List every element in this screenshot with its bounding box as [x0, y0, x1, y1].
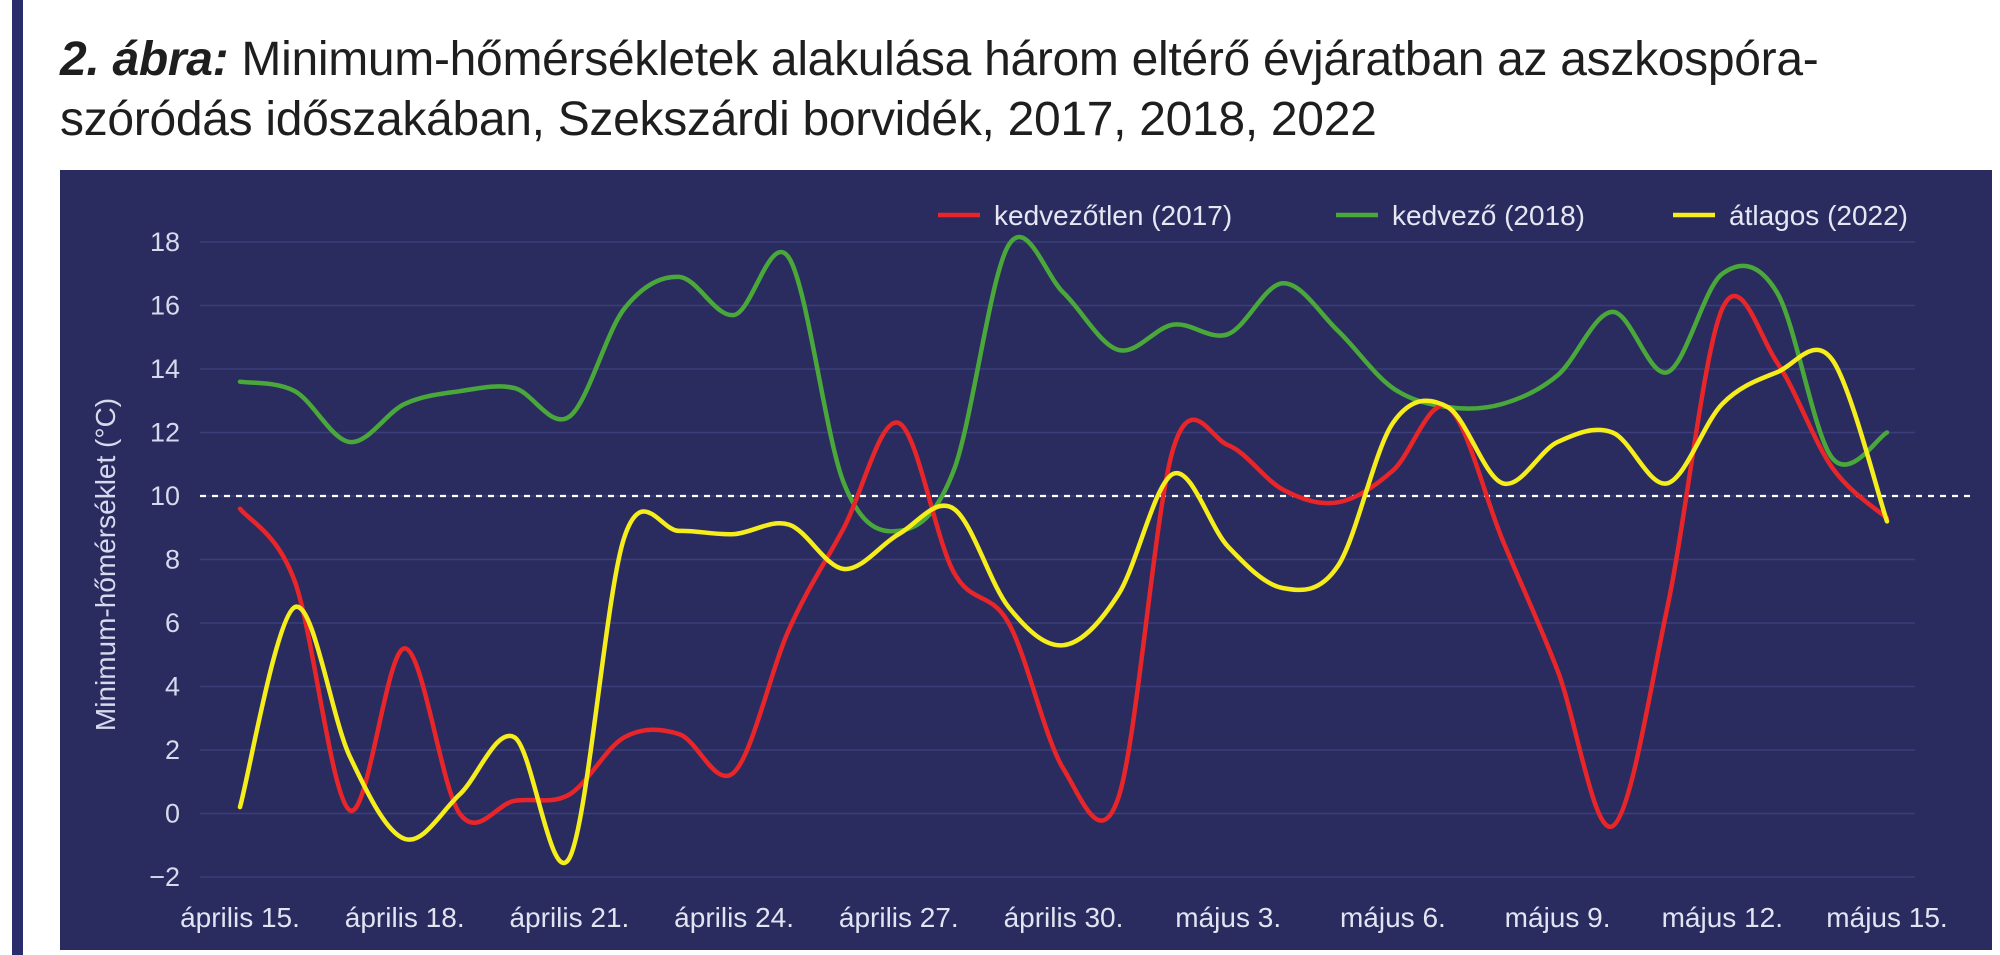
line-chart: −2 0 2 4 6 8 10 12 14 16 18 április 15. április 18.… [90, 200, 1975, 933]
y-tick-label: 10 [150, 481, 180, 511]
grid-layer [200, 241, 1915, 878]
figure-label: 2. ábra: [60, 33, 229, 86]
x-tick-label: május 15. [1826, 902, 1947, 933]
series-line-2017 [237, 293, 1890, 829]
legend-item-2017: kedvezőtlen (2017) [938, 200, 1232, 231]
y-tick-label: 14 [150, 354, 180, 384]
y-tick-label: 6 [165, 608, 180, 638]
x-tick-label: május 6. [1340, 902, 1446, 933]
x-tick-label: április 30. [1004, 902, 1124, 933]
y-tick-label: 8 [165, 545, 180, 575]
x-tick-label: április 15. [180, 902, 300, 933]
x-tick-label: április 27. [839, 902, 959, 933]
x-tick-label: április 24. [674, 902, 794, 933]
y-tick-label: 12 [150, 418, 180, 448]
y-tick-label: 2 [165, 735, 180, 765]
accent-bar [12, 0, 23, 955]
x-tick-label: május 12. [1662, 902, 1783, 933]
y-tick-labels: −2 0 2 4 6 8 10 12 14 16 18 [149, 227, 180, 892]
y-tick-label: 18 [150, 227, 180, 257]
x-tick-label: május 3. [1175, 902, 1281, 933]
legend-label: átlagos (2022) [1729, 200, 1908, 231]
series-line-2018 [237, 234, 1890, 534]
legend-label: kedvező (2018) [1392, 200, 1585, 231]
figure-title-text: Minimum-hőmérsékletek alakulása három el… [60, 33, 1819, 146]
figure-title: 2. ábra: Minimum-hőmérsékletek alakulása… [60, 30, 1980, 150]
y-axis-label: Minimum-hőmérséklet (°C) [90, 398, 121, 731]
chart-panel: −2 0 2 4 6 8 10 12 14 16 18 április 15. április 18.… [60, 170, 1992, 950]
x-tick-label: május 9. [1505, 902, 1611, 933]
x-tick-label: április 21. [509, 902, 629, 933]
y-tick-label: 0 [165, 799, 180, 829]
legend-item-2018: kedvező (2018) [1336, 200, 1585, 231]
y-tick-label: 16 [150, 291, 180, 321]
legend: kedvezőtlen (2017) kedvező (2018) átlagos … [938, 200, 1908, 231]
series-layer [237, 234, 1890, 865]
series-line-2022 [237, 347, 1890, 865]
y-tick-label: 4 [165, 672, 180, 702]
legend-label: kedvezőtlen (2017) [994, 200, 1232, 231]
legend-item-2022: átlagos (2022) [1673, 200, 1908, 231]
x-tick-labels: április 15. április 18. április 21. április… [180, 902, 1948, 933]
x-tick-label: április 18. [345, 902, 465, 933]
y-tick-label: −2 [149, 862, 180, 892]
